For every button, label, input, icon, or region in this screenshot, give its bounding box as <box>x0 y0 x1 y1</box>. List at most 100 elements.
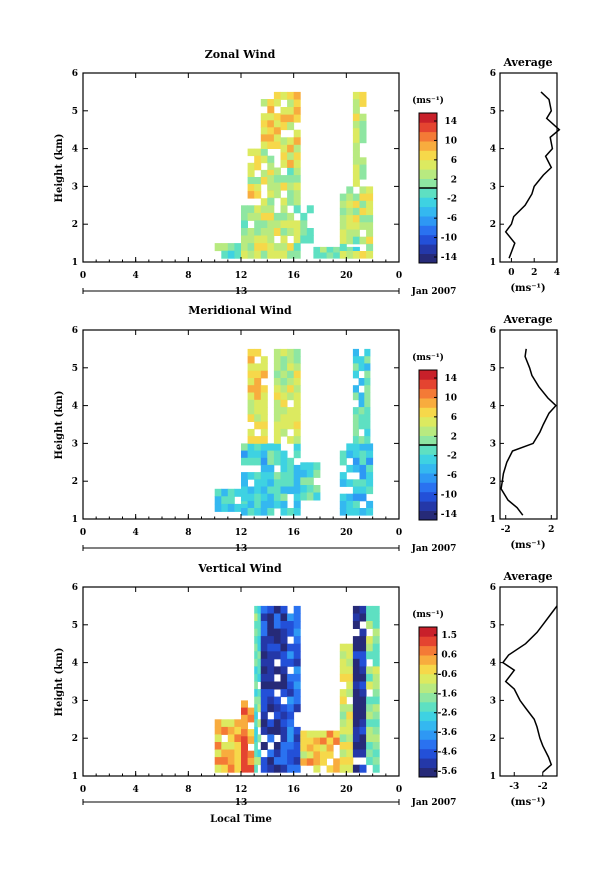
vertical-heatmap-cell <box>339 658 347 667</box>
zonal-heatmap-cell <box>267 175 275 184</box>
zonal-heatmap-cell <box>247 148 255 157</box>
vertical-colorbar-swatch <box>419 692 437 703</box>
vertical-heatmap-cell <box>352 704 360 713</box>
vertical-heatmap-cell <box>352 696 360 705</box>
meridional-heatmap-cell <box>359 464 367 473</box>
meridional-heatmap-cell <box>287 436 295 444</box>
vertical-heatmap-cell <box>352 681 360 690</box>
zonal-colorbar: 14 10 6 2 -2 -6 -10 -14 <box>418 112 457 264</box>
zonal-average-ytick-label: 3 <box>490 182 496 192</box>
zonal-heatmap-cell <box>267 141 275 149</box>
zonal-heatmap-cell <box>254 235 262 244</box>
zonal-xtick-label: 16 <box>287 271 300 281</box>
meridional-heatmap-cell <box>247 508 255 516</box>
meridional-ytick-label: 6 <box>72 326 78 336</box>
vertical-average-xtick-label: -3 <box>509 782 519 792</box>
zonal-heatmap-cell <box>326 252 334 259</box>
vertical-heatmap-cell <box>257 704 262 713</box>
meridional-heatmap-cell <box>293 363 301 372</box>
zonal-average-ytick-label: 5 <box>490 107 496 117</box>
zonal-colorbar-swatch <box>419 113 437 123</box>
vertical-heatmap-cell <box>257 605 262 614</box>
meridional-heatmap-cell <box>287 472 295 480</box>
zonal-heatmap-cell <box>359 215 367 223</box>
zonal-heatmap-cell <box>260 228 268 236</box>
vertical-heatmap-cell <box>247 729 255 737</box>
vertical-heatmap-cell <box>352 742 360 750</box>
zonal-heatmap-cell <box>273 220 281 229</box>
meridional-heatmap-cell <box>254 486 262 495</box>
meridional-heatmap-cell <box>287 378 295 386</box>
vertical-heatmap-cell <box>260 742 268 750</box>
vertical-average-xlabel: (ms⁻¹) <box>510 797 545 808</box>
zonal-heatmap-cell <box>260 177 268 185</box>
vertical-average-ytick-label: 1 <box>490 772 496 782</box>
vertical-heatmap-cell <box>257 719 262 728</box>
zonal-heatmap-cell <box>339 200 347 209</box>
zonal-average-xlabel: (ms⁻¹) <box>510 283 545 294</box>
vertical-heatmap-cell <box>366 673 374 682</box>
zonal-heatmap-cell <box>346 193 354 202</box>
zonal-heatmap-cell <box>273 134 281 142</box>
vertical-heatmap-cell <box>366 666 374 675</box>
vertical-heatmap-cell <box>339 726 347 735</box>
zonal-heatmap-cell <box>359 135 367 144</box>
meridional-heatmap-cell <box>293 407 301 415</box>
vertical-heatmap-cell <box>320 737 327 745</box>
vertical-heatmap-cell <box>313 765 321 773</box>
vertical-colorbar-swatch <box>419 664 437 675</box>
zonal-xtick-label: 0 <box>396 271 402 281</box>
zonal-heatmap-cell <box>267 205 275 214</box>
vertical-colorbar: 1.5 0.6 -0.6 -1.6 -2.6 -3.6 -4.6 -5.6 <box>418 626 457 778</box>
vertical-heatmap-cell <box>287 643 295 652</box>
vertical-average-line <box>501 605 558 773</box>
meridional-heatmap-cell <box>352 450 360 459</box>
vertical-xtick-label: 12 <box>235 785 248 795</box>
vertical-heatmap-cell <box>254 636 258 645</box>
vertical-heatmap-cell <box>273 749 281 758</box>
vertical-heatmap-cell <box>300 751 308 759</box>
vertical-heatmap-cell <box>372 673 380 682</box>
zonal-heatmap-cell <box>254 184 262 192</box>
zonal-heatmap-cell <box>247 205 255 214</box>
vertical-heatmap-cell <box>333 737 341 745</box>
vertical-average-profile: 1 2 3 4 5 6 -3 -2 <box>490 583 558 792</box>
meridional-heatmap-cell <box>364 356 371 364</box>
vertical-heatmap-cell <box>254 689 258 698</box>
zonal-heatmap-cell <box>300 220 308 229</box>
meridional-heatmap-cell <box>313 469 321 478</box>
vertical-heatmap-cell <box>260 628 268 637</box>
meridional-x-axis: 0 4 8 12 16 20 0 <box>80 330 402 538</box>
vertical-heatmap-cell <box>346 673 354 682</box>
vertical-colorbar-label: -4.6 <box>438 748 457 758</box>
zonal-heatmap-cell <box>241 235 248 244</box>
vertical-heatmap-cell <box>366 757 374 766</box>
zonal-heatmap-cell <box>254 250 262 259</box>
vertical-heatmap-cell <box>214 749 222 758</box>
zonal-heatmap-cell <box>280 212 288 221</box>
vertical-heatmap-cell <box>359 711 367 720</box>
vertical-heatmap-cell <box>352 651 360 660</box>
zonal-heatmap-cell <box>359 164 367 173</box>
vertical-heatmap-cell <box>280 658 288 667</box>
vertical-heatmap-cell <box>273 636 281 645</box>
meridional-heatmap-cell <box>293 421 301 430</box>
zonal-day-line: 13 <box>82 287 400 297</box>
meridional-average-frame <box>499 329 558 520</box>
vertical-heatmap-cell <box>254 749 258 758</box>
vertical-heatmap-cell <box>287 689 295 698</box>
zonal-heatmap-cell <box>280 197 288 206</box>
meridional-heatmap-cell <box>364 348 371 357</box>
zonal-heatmap-cell <box>280 91 288 100</box>
zonal-heatmap-cell <box>339 251 347 259</box>
vertical-heatmap-cell <box>287 696 295 705</box>
vertical-heatmap-cell <box>273 681 281 690</box>
vertical-heatmap-cell <box>359 689 367 698</box>
vertical-xtick-label: 20 <box>340 785 353 795</box>
vertical-heatmap-cell <box>359 734 367 743</box>
zonal-heatmap-cell <box>280 144 288 153</box>
meridional-heatmap-cell <box>254 508 262 516</box>
vertical-heatmap-cell <box>320 730 327 738</box>
zonal-heatmap-cell <box>260 155 268 164</box>
vertical-heatmap-cell <box>280 605 288 614</box>
